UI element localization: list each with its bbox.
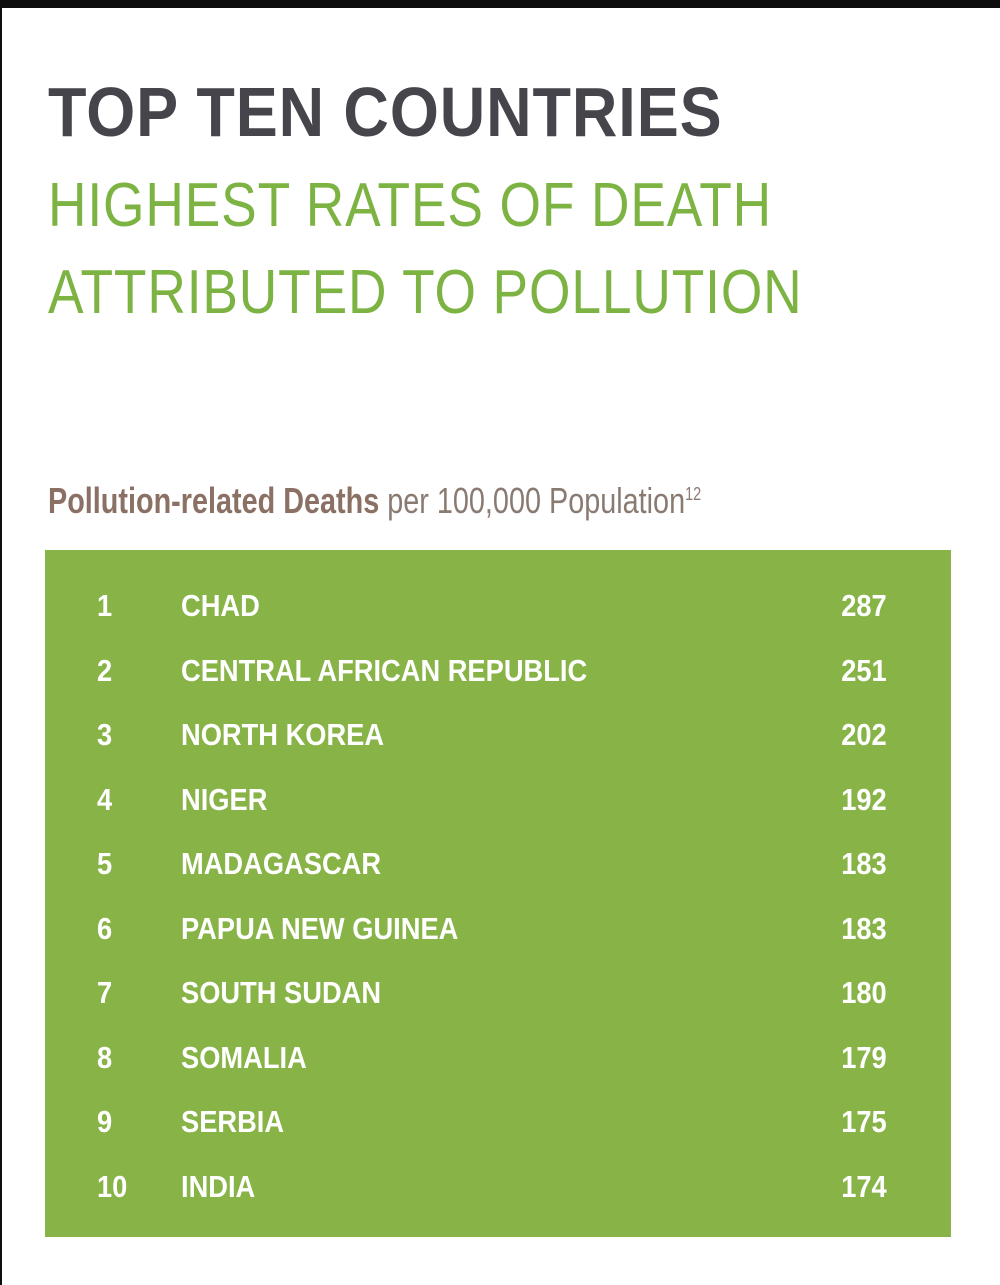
table-row: 9 SERBIA 175 xyxy=(45,1104,951,1144)
subtitle-line-2: ATTRIBUTED TO POLLUTION xyxy=(48,258,803,327)
table-row: 8 SOMALIA 179 xyxy=(45,1040,951,1080)
table-caption: Pollution-related Deaths per 100,000 Pop… xyxy=(48,480,701,522)
row-country: NIGER xyxy=(181,781,268,817)
top-border xyxy=(0,0,1000,8)
subtitle-line-1: HIGHEST RATES OF DEATH xyxy=(48,171,773,240)
row-value: 179 xyxy=(841,1039,887,1075)
row-country: MADAGASCAR xyxy=(181,846,382,881)
ranking-table: 1 CHAD 287 2 CENTRAL AFRICAN REPUBLIC 251 3 NOR… xyxy=(45,550,951,1237)
row-country: PAPUA NEW GUINEA xyxy=(181,910,459,946)
row-rank: 9 xyxy=(97,1104,113,1139)
row-country: CHAD xyxy=(181,588,260,623)
page-title: TOP TEN COUNTRIES xyxy=(48,73,723,151)
table-row: 3 NORTH KOREA 202 xyxy=(45,717,951,757)
row-rank: 5 xyxy=(97,846,113,881)
table-row: 6 PAPUA NEW GUINEA 183 xyxy=(45,911,951,951)
caption-rest: per 100,000 Population xyxy=(379,480,686,521)
left-border xyxy=(0,0,2,1285)
row-value: 183 xyxy=(841,910,887,946)
row-value: 287 xyxy=(841,588,887,623)
row-rank: 6 xyxy=(97,910,113,946)
row-value: 174 xyxy=(841,1168,887,1204)
row-rank: 10 xyxy=(97,1168,128,1204)
table-row: 1 CHAD 287 xyxy=(45,588,951,628)
row-rank: 2 xyxy=(97,652,113,688)
row-country: SOMALIA xyxy=(181,1039,307,1075)
row-rank: 8 xyxy=(97,1039,113,1075)
table-row: 5 MADAGASCAR 183 xyxy=(45,846,951,886)
table-row: 4 NIGER 192 xyxy=(45,782,951,822)
row-country: SERBIA xyxy=(181,1104,285,1139)
row-rank: 1 xyxy=(97,588,113,623)
row-value: 202 xyxy=(841,717,887,752)
row-country: NORTH KOREA xyxy=(181,717,385,752)
caption-footnote: 12 xyxy=(685,484,702,504)
table-row: 2 CENTRAL AFRICAN REPUBLIC 251 xyxy=(45,653,951,693)
table-row: 7 SOUTH SUDAN 180 xyxy=(45,975,951,1015)
row-value: 180 xyxy=(841,975,887,1010)
row-value: 192 xyxy=(841,781,887,817)
row-rank: 4 xyxy=(97,781,113,817)
row-country: INDIA xyxy=(181,1168,256,1204)
row-value: 251 xyxy=(841,652,887,688)
row-value: 175 xyxy=(841,1104,887,1139)
row-country: CENTRAL AFRICAN REPUBLIC xyxy=(181,652,588,688)
row-country: SOUTH SUDAN xyxy=(181,975,382,1010)
row-rank: 3 xyxy=(97,717,113,752)
row-rank: 7 xyxy=(97,975,113,1010)
table-row: 10 INDIA 174 xyxy=(45,1169,951,1209)
caption-bold: Pollution-related Deaths xyxy=(48,480,380,521)
row-value: 183 xyxy=(841,846,887,881)
